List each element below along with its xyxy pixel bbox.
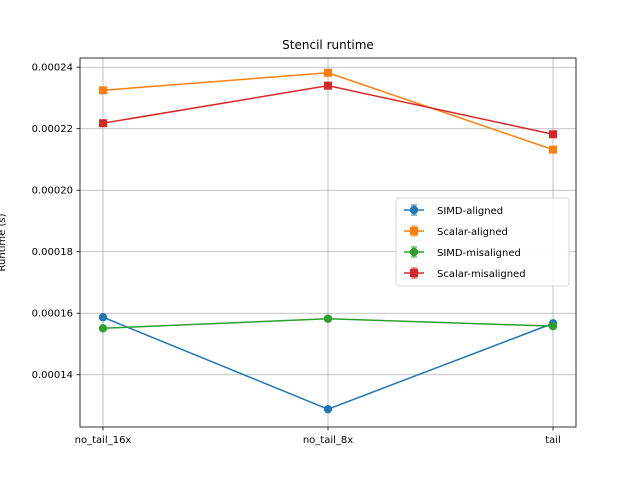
- data-point: [324, 81, 332, 90]
- data-point: [98, 313, 108, 322]
- legend-item: Scalar-aligned: [404, 225, 508, 238]
- legend-item: SIMD-aligned: [404, 204, 503, 217]
- x-tick-label: tail: [545, 435, 561, 446]
- data-point: [99, 86, 107, 95]
- legend-label: Scalar-misaligned: [437, 269, 526, 280]
- axis-ticks: no_tail_16x no_tail_8x tail 0.00014 0.00016 0…: [32, 63, 561, 446]
- data-point: [98, 324, 108, 333]
- legend-item: SIMD-misaligned: [404, 246, 521, 259]
- data-point: [99, 119, 107, 128]
- data-point: [323, 404, 333, 414]
- series-scalar-aligned: [99, 68, 557, 154]
- y-tick-label: 0.00014: [32, 370, 73, 381]
- data-point: [548, 321, 558, 331]
- y-tick-label: 0.00020: [32, 186, 73, 197]
- legend-marker: [409, 247, 419, 257]
- y-tick-label: 0.00016: [32, 309, 73, 320]
- y-tick-label: 0.00024: [32, 63, 73, 74]
- legend-item: Scalar-misaligned: [404, 267, 526, 280]
- series-layer: [98, 68, 558, 414]
- series-scalar-misaligned: [99, 81, 557, 139]
- legend-marker: [410, 227, 418, 235]
- data-point: [549, 145, 557, 154]
- series-simd-aligned: [98, 313, 558, 414]
- legend-box: [395, 197, 570, 287]
- legend-label: SIMD-misaligned: [437, 248, 521, 259]
- data-point: [324, 68, 332, 77]
- x-tick-label: no_tail_8x: [303, 435, 353, 446]
- data-point: [323, 314, 333, 323]
- legend: SIMD-aligned Scalar-aligned SIMD-misaligne…: [395, 197, 570, 287]
- chart-title: Stencil runtime: [282, 38, 374, 52]
- data-point: [549, 130, 557, 139]
- y-axis-label: Runtime (s): [0, 213, 8, 271]
- x-tick-label: no_tail_16x: [75, 435, 132, 446]
- y-tick-label: 0.00018: [32, 247, 73, 258]
- legend-marker: [409, 205, 419, 215]
- legend-label: Scalar-aligned: [437, 227, 508, 238]
- series-simd-misaligned: [98, 314, 558, 333]
- legend-marker: [410, 269, 418, 277]
- y-tick-label: 0.00022: [32, 124, 73, 135]
- legend-label: SIMD-aligned: [437, 206, 503, 217]
